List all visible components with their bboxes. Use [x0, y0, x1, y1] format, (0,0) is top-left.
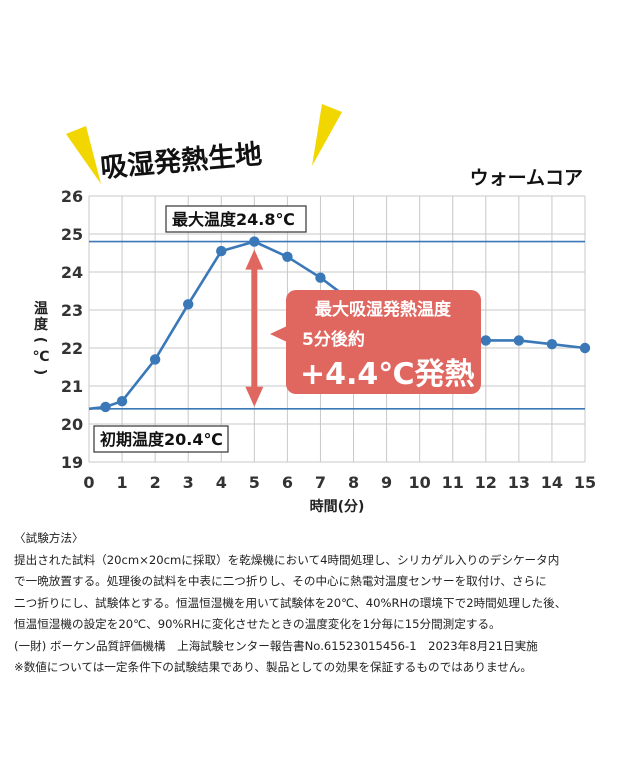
data-point: [149, 354, 161, 365]
y-tick-label: 23: [61, 301, 83, 320]
callout-pointer: [270, 326, 287, 342]
reference-label: 最大温度24.8℃: [172, 210, 295, 229]
x-tick-label: 10: [409, 473, 431, 492]
reference-label-box: [93, 425, 229, 453]
data-point: [579, 342, 591, 354]
x-tick-label: 1: [116, 473, 127, 492]
callout-line1: 最大吸湿発熱温度: [315, 299, 452, 320]
chart-title: 吸湿発熱生地: [99, 139, 263, 184]
burst-right: [312, 104, 342, 166]
y-axis-label-char: (: [32, 337, 48, 343]
notes-line: 二つ折りにし、試験体とする。恒温恒湿機を用いて試験体を20℃、40%RHの環境下…: [14, 595, 567, 610]
x-tick-label: 6: [282, 473, 293, 492]
callout-line3: +4.4℃発熱: [300, 357, 475, 392]
arrow-head-down: [245, 386, 264, 407]
data-point: [315, 272, 326, 283]
x-tick-label: 14: [541, 473, 563, 492]
x-axis-label: 時間(分): [310, 498, 365, 515]
data-point: [480, 335, 491, 346]
test-method-notes: 〈試験方法〉 提出された試料（20cm×20cmに採取）を乾燥機において4時間処…: [14, 528, 630, 679]
x-tick-label: 11: [442, 473, 464, 492]
x-tick-label: 7: [315, 473, 326, 492]
rise-arrow: [245, 249, 264, 407]
reference-lines: 最大温度24.8℃ 初期温度20.4℃: [89, 205, 585, 453]
y-axis-label-char: 温: [34, 301, 48, 317]
data-point: [116, 396, 128, 407]
y-tick-label: 20: [61, 415, 83, 434]
notes-line: 提出された試料（20cm×20cmに採取）を乾燥機において4時間処理し、シリカゲ…: [14, 552, 560, 567]
x-tick-label: 15: [574, 473, 596, 492]
x-tick-label: 13: [508, 473, 530, 492]
arrow-head-up: [245, 249, 264, 270]
callout: 最大吸湿発熱温度 5分後約 +4.4℃発熱: [270, 290, 481, 394]
y-tick-label: 25: [61, 225, 83, 244]
data-point: [100, 401, 111, 413]
y-tick-label: 24: [61, 263, 83, 282]
brand-name: ウォームコア: [470, 167, 583, 189]
x-tick-label: 8: [348, 473, 359, 492]
notes-line: ※数値については一定条件下の試験結果であり、製品としての効果を保証するものではあ…: [14, 660, 532, 674]
notes-heading: 〈試験方法〉: [14, 531, 84, 545]
x-tick-label: 12: [475, 473, 497, 492]
x-tick-label: 2: [150, 473, 161, 492]
data-point: [282, 251, 293, 262]
y-axis-label-char: ℃: [33, 349, 50, 365]
notes-line: 恒温恒湿機の設定を20℃、90%RHに変化させたときの温度変化を1分毎に15分間…: [14, 617, 501, 631]
data-point: [183, 299, 194, 310]
burst-lines: [66, 104, 342, 184]
x-tick-label: 4: [216, 473, 227, 492]
y-axis-label-char: ): [32, 369, 48, 375]
y-tick-label: 21: [61, 377, 83, 396]
data-point: [249, 236, 260, 247]
notes-line: (一財) ボーケン品質評価機構 上海試験センター報告書No.6152301545…: [14, 638, 538, 653]
reference-label: 初期温度20.4℃: [100, 430, 223, 449]
x-tick-label: 0: [83, 473, 94, 492]
y-axis-label: 温度 ( ℃): [32, 301, 50, 375]
data-point: [513, 335, 525, 346]
y-tick-label: 26: [61, 187, 83, 206]
data-point: [546, 339, 558, 350]
y-tick-label: 22: [61, 339, 83, 358]
callout-line2: 5分後約: [302, 329, 365, 350]
burst-left: [66, 126, 101, 184]
x-tick-label: 3: [183, 473, 194, 492]
x-tick-label: 9: [381, 473, 392, 492]
y-axis-label-char: 度: [34, 316, 49, 333]
notes-line: で一晩放置する。処理後の試料を中表に二つ折りし、その中心に熱電対温度センサーを取…: [14, 574, 547, 588]
callout-box: [286, 290, 481, 394]
x-tick-label: 5: [249, 473, 260, 492]
y-tick-label: 19: [61, 453, 83, 472]
reference-label-box: [165, 205, 307, 233]
data-point: [216, 245, 227, 257]
